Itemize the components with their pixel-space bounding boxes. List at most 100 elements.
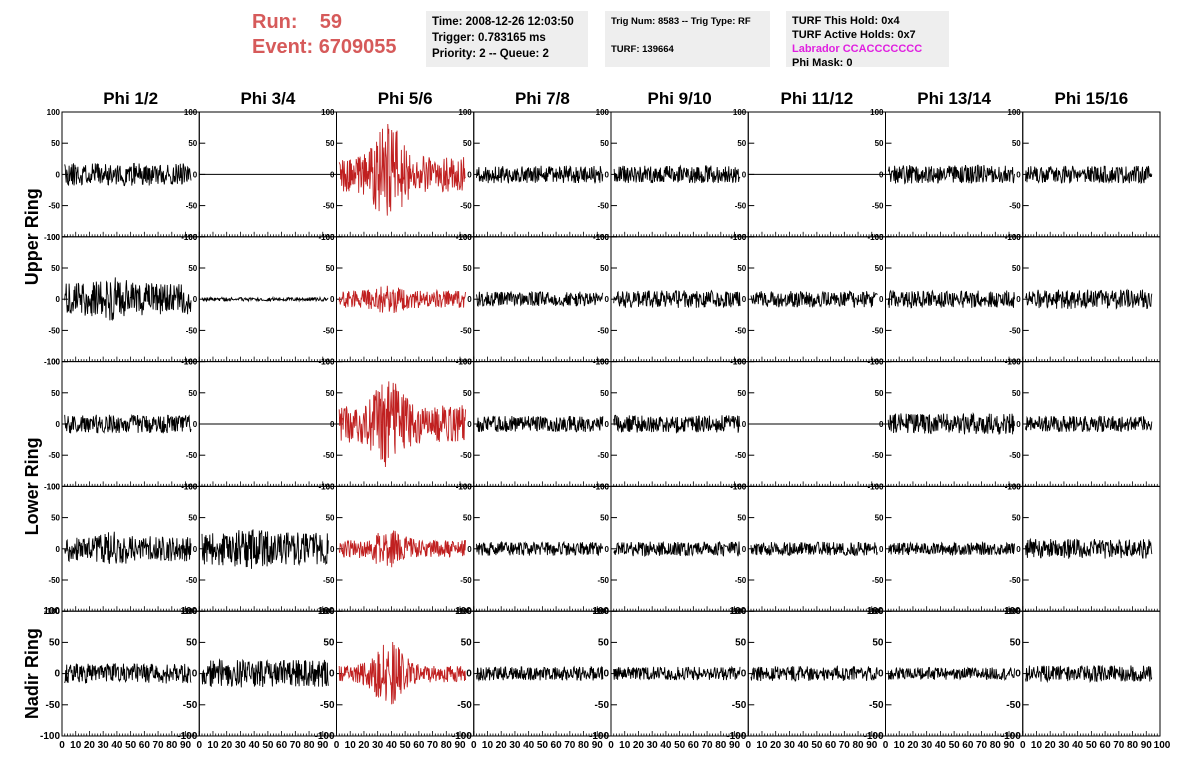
x-tick-label: 0 bbox=[196, 740, 202, 751]
y-tick-label: 0 bbox=[878, 669, 884, 680]
y-tick-label: 100 bbox=[184, 358, 198, 367]
waveform-trace bbox=[338, 285, 466, 314]
waveform-trace bbox=[1025, 165, 1153, 185]
y-tick-label: 50 bbox=[461, 637, 473, 648]
trigger-text: Trigger: 0.783165 ms bbox=[432, 32, 546, 44]
y-tick-label: 0 bbox=[741, 669, 747, 680]
x-tick-label: 30 bbox=[647, 740, 659, 751]
column-header: Phi 15/16 bbox=[1055, 89, 1129, 108]
y-tick-label: 0 bbox=[330, 420, 335, 429]
x-tick-label: 10 bbox=[482, 740, 494, 751]
y-tick-label: -50 bbox=[872, 326, 884, 335]
y-tick-label: -50 bbox=[1009, 576, 1021, 585]
x-tick-label: 50 bbox=[400, 740, 412, 751]
x-tick-label: 80 bbox=[715, 740, 727, 751]
event-value: 6709055 bbox=[318, 36, 397, 58]
y-tick-label: 0 bbox=[56, 545, 61, 554]
y-tick-label: -50 bbox=[186, 576, 198, 585]
y-tick-label: 0 bbox=[605, 295, 610, 304]
y-tick-label: 100 bbox=[596, 233, 610, 242]
y-tick-label: -50 bbox=[186, 202, 198, 211]
x-tick-label: 30 bbox=[921, 740, 933, 751]
y-tick-label: -50 bbox=[872, 451, 884, 460]
ring-label: Nadir Ring bbox=[22, 628, 42, 719]
y-tick-label: -50 bbox=[869, 700, 884, 711]
waveform-trace bbox=[887, 411, 1015, 435]
y-tick-label: -100 bbox=[318, 358, 335, 367]
priority-text: Priority: 2 -- Queue: 2 bbox=[432, 48, 549, 60]
x-tick-label: 50 bbox=[1086, 740, 1098, 751]
y-tick-label: 100 bbox=[1007, 233, 1021, 242]
y-tick-label: 50 bbox=[1012, 514, 1021, 523]
x-tick-label: 20 bbox=[221, 740, 233, 751]
y-tick-label: -50 bbox=[48, 202, 60, 211]
y-tick-label: -50 bbox=[323, 202, 335, 211]
y-tick-label: -50 bbox=[735, 576, 747, 585]
column-header: Phi 11/12 bbox=[780, 89, 853, 108]
y-tick-label: 50 bbox=[600, 389, 609, 398]
y-tick-label: 50 bbox=[51, 389, 60, 398]
y-tick-label: 50 bbox=[600, 264, 609, 273]
x-tick-label: 10 bbox=[619, 740, 631, 751]
y-tick-label: 100 bbox=[1004, 606, 1021, 617]
run-event-box: Run: 59 Event: 6709055 bbox=[252, 10, 397, 60]
x-tick-label: 40 bbox=[523, 740, 535, 751]
y-tick-label: -50 bbox=[597, 576, 609, 585]
time-info-box: Time: 2008-12-26 12:03:50 Trigger: 0.783… bbox=[426, 11, 588, 67]
x-tick-label: 80 bbox=[990, 740, 1002, 751]
y-tick-label: 0 bbox=[329, 669, 335, 680]
y-tick-label: 0 bbox=[193, 545, 198, 554]
waveform-trace bbox=[613, 289, 741, 309]
y-tick-label: 100 bbox=[184, 108, 198, 117]
x-tick-label: 40 bbox=[386, 740, 398, 751]
y-tick-label: 0 bbox=[466, 669, 472, 680]
waveform-trace bbox=[476, 665, 604, 682]
y-tick-label: 100 bbox=[592, 606, 609, 617]
y-tick-label: -50 bbox=[735, 326, 747, 335]
x-tick-label: 20 bbox=[907, 740, 919, 751]
y-tick-label: 100 bbox=[1007, 482, 1021, 491]
y-tick-label: 100 bbox=[870, 108, 884, 117]
y-tick-label: 0 bbox=[467, 295, 472, 304]
y-tick-label: 50 bbox=[326, 389, 335, 398]
y-tick-label: 100 bbox=[733, 358, 747, 367]
x-tick-label: 50 bbox=[125, 740, 137, 751]
y-tick-label: 100 bbox=[596, 482, 610, 491]
y-tick-label: -50 bbox=[460, 326, 472, 335]
y-tick-label: 0 bbox=[742, 170, 747, 179]
y-tick-label: 0 bbox=[1016, 420, 1021, 429]
x-tick-label: 20 bbox=[633, 740, 645, 751]
y-tick-label: 50 bbox=[737, 139, 746, 148]
y-tick-label: -50 bbox=[1009, 202, 1021, 211]
y-tick-label: 50 bbox=[875, 139, 884, 148]
y-tick-label: -100 bbox=[44, 482, 61, 491]
waveform-trace bbox=[64, 414, 192, 434]
waveform-trace bbox=[476, 290, 604, 308]
y-tick-label: -100 bbox=[593, 358, 610, 367]
run-value: 59 bbox=[319, 11, 343, 33]
column-header: Phi 13/14 bbox=[917, 89, 991, 108]
waveform-trace bbox=[64, 162, 192, 187]
event-label: Event: bbox=[252, 36, 314, 58]
y-tick-label: 100 bbox=[47, 233, 61, 242]
y-tick-label: 0 bbox=[879, 420, 884, 429]
x-tick-label: 30 bbox=[784, 740, 796, 751]
y-tick-label: 50 bbox=[1012, 139, 1021, 148]
y-tick-label: 100 bbox=[47, 482, 61, 491]
x-tick-label: 70 bbox=[1113, 740, 1125, 751]
y-tick-label: 100 bbox=[867, 606, 884, 617]
y-tick-label: 100 bbox=[318, 606, 335, 617]
column-header: Phi 7/8 bbox=[515, 89, 570, 108]
turf-info-box: TURF This Hold: 0x4 TURF Active Holds: 0… bbox=[786, 11, 949, 69]
x-tick-label: 90 bbox=[592, 740, 604, 751]
y-tick-label: 100 bbox=[730, 606, 747, 617]
x-tick-label: 20 bbox=[358, 740, 370, 751]
y-tick-label: -100 bbox=[44, 358, 61, 367]
x-tick-label: 10 bbox=[1031, 740, 1043, 751]
x-tick-label: 60 bbox=[825, 740, 837, 751]
y-tick-label: -100 bbox=[456, 358, 473, 367]
waveform-trace bbox=[750, 665, 878, 682]
turf-this-hold-text: TURF This Hold: 0x4 bbox=[792, 15, 900, 27]
y-tick-label: 0 bbox=[56, 420, 61, 429]
x-tick-label: 60 bbox=[962, 740, 974, 751]
